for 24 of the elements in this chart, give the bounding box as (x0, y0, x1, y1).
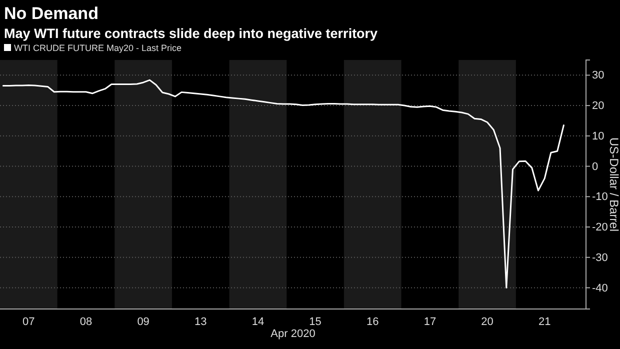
line-series (2, 79, 564, 288)
x-tick-label: 17 (424, 316, 436, 328)
x-tick-label: 08 (80, 316, 92, 328)
x-tick-label: 14 (252, 316, 264, 328)
x-tick-label: 21 (538, 316, 551, 328)
legend-label: WTI CRUDE FUTURE May20 - Last Price (14, 43, 182, 53)
y-tick-label: -40 (592, 282, 608, 294)
x-axis-title: Apr 2020 (270, 328, 316, 340)
y-tick-label: 0 (592, 160, 598, 173)
x-tick-label: 09 (137, 316, 150, 328)
x-tick-label: 13 (194, 316, 207, 328)
chart-title: No Demand (4, 4, 98, 23)
x-tick-label: 07 (22, 316, 35, 328)
x-tick-label: 15 (309, 316, 322, 328)
y-tick-label: -20 (592, 222, 608, 234)
y-tick-label: 10 (592, 130, 604, 142)
y-tick-label: -10 (592, 191, 608, 204)
y-tick-label: 20 (592, 100, 604, 112)
y-tick-label: -30 (592, 252, 608, 264)
y-tick-label: 30 (592, 70, 604, 82)
y-axis-title: US-Dollar / Barrel (607, 137, 620, 232)
chart-subtitle: May WTI future contracts slide deep into negative territory (4, 26, 378, 41)
x-tick-label: 16 (366, 316, 379, 328)
x-tick-label: 20 (481, 316, 494, 328)
